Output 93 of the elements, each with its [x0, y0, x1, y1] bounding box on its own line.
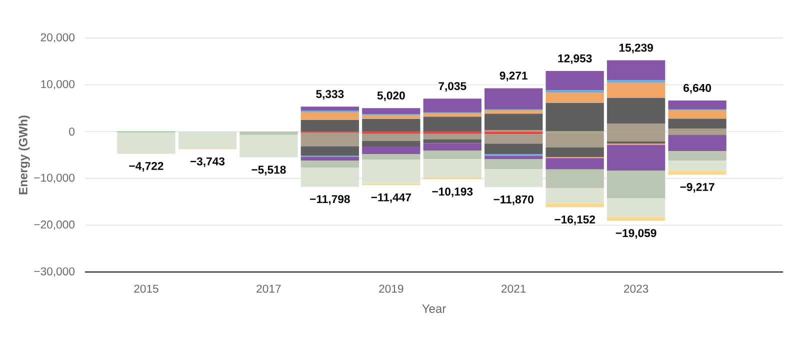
bar	[668, 110, 726, 119]
bar	[300, 132, 360, 146]
x-tick-label: 2015	[134, 284, 158, 293]
bar	[546, 188, 604, 204]
bar	[606, 144, 666, 171]
bar	[606, 80, 666, 83]
annotation: −4,722	[129, 162, 164, 172]
bar	[423, 113, 482, 117]
bar	[178, 132, 237, 148]
bar	[546, 148, 604, 158]
bar	[362, 140, 420, 147]
bar	[362, 134, 420, 141]
annotation: 12,953	[558, 54, 592, 64]
bar	[668, 160, 726, 171]
bar	[668, 136, 726, 152]
bar	[423, 139, 482, 144]
bar	[240, 132, 298, 135]
bar	[484, 134, 543, 144]
bar	[668, 128, 726, 132]
y-tick-label: −10,000	[34, 174, 75, 184]
bar	[546, 158, 604, 170]
bar	[300, 120, 360, 132]
bar	[362, 118, 420, 132]
bar	[484, 132, 543, 134]
bar	[668, 132, 726, 135]
y-tick-label: −20,000	[34, 220, 75, 230]
y-axis-title: Energy (GWh)	[18, 116, 30, 194]
bar	[423, 116, 482, 132]
bar	[606, 170, 666, 198]
bar	[546, 92, 604, 103]
bar	[423, 143, 482, 151]
annotation: −11,447	[371, 193, 411, 203]
annotation: −10,193	[432, 188, 473, 198]
annotation: 15,239	[619, 44, 653, 54]
bar	[546, 132, 604, 148]
y-tick-label: 10,000	[41, 80, 75, 90]
bar	[362, 108, 420, 114]
bar	[484, 114, 543, 130]
bar	[606, 98, 666, 124]
y-tick-label: 0	[69, 128, 75, 136]
bar	[668, 100, 726, 110]
bar	[362, 160, 420, 184]
bar	[484, 110, 543, 114]
bar	[484, 159, 543, 170]
bar	[668, 151, 726, 161]
bar	[484, 169, 543, 188]
annotation: −11,870	[494, 195, 534, 206]
bar	[546, 70, 604, 90]
annotation: −19,059	[616, 229, 656, 239]
bar	[546, 203, 604, 208]
y-tick-label: −30,000	[34, 267, 75, 277]
annotation: −5,518	[252, 166, 286, 176]
bar	[362, 146, 420, 154]
bar	[240, 134, 298, 158]
annotation: −9,217	[680, 183, 714, 193]
bar	[606, 198, 666, 218]
annotation: 7,035	[438, 82, 466, 92]
x-tick-label: 2019	[379, 284, 404, 293]
annotation: −3,743	[190, 157, 225, 168]
annotation: −11,798	[310, 195, 350, 205]
bar	[423, 134, 482, 140]
bar	[300, 112, 360, 120]
bar	[484, 144, 543, 154]
x-axis-title: Year	[422, 304, 446, 313]
bar	[546, 102, 604, 131]
bar	[300, 146, 360, 156]
bar	[362, 115, 420, 119]
annotation: 5,333	[316, 90, 344, 100]
bar	[362, 154, 420, 160]
bar	[546, 169, 604, 188]
annotation: 9,271	[500, 72, 528, 82]
y-tick-label: 20,000	[40, 33, 75, 43]
bar	[300, 106, 360, 111]
bar	[423, 98, 482, 112]
x-tick-label: 2021	[502, 284, 526, 293]
annotation: 6,640	[684, 84, 711, 94]
bar	[300, 167, 360, 187]
x-tick-label: 2023	[624, 284, 648, 293]
bar	[606, 60, 666, 80]
bar	[668, 118, 726, 129]
bar	[300, 156, 360, 160]
x-tick-label: 2017	[256, 284, 281, 293]
annotation: −16,152	[554, 215, 596, 226]
bar	[423, 150, 482, 160]
bar	[484, 88, 543, 110]
bar	[300, 160, 360, 168]
bar	[546, 90, 604, 93]
annotation: 5,020	[377, 92, 405, 102]
bar	[606, 217, 666, 221]
bar	[117, 132, 176, 154]
bar	[484, 156, 543, 160]
bar	[423, 159, 482, 178]
bar	[606, 82, 666, 98]
